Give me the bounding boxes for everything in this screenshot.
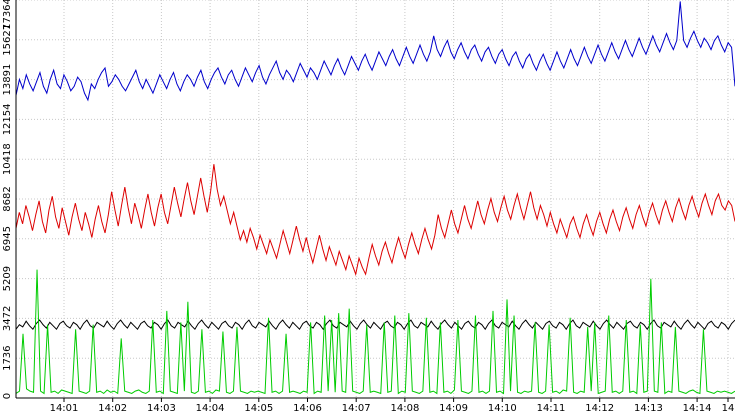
series-lines — [15, 1, 735, 395]
y-tick-label: 13891 — [2, 64, 13, 96]
x-tick-label: 14:04 — [196, 403, 225, 414]
x-tick-label: 14:01 — [50, 403, 79, 414]
x-tick-label: 14:07 — [342, 403, 371, 414]
y-tick-label: 17364 — [2, 0, 13, 30]
y-tick-label: 8682 — [2, 186, 13, 211]
grid — [16, 0, 735, 399]
x-tick-label: 14:14 — [683, 403, 712, 414]
y-tick-labels: 0 1736 3472 5209 6945 8682 10418 12154 13891 1562… — [2, 0, 13, 399]
x-tick-labels: 14:01 14:02 14:03 14:04 14:05 14:06 14:07 14:08… — [50, 398, 735, 414]
x-tick-label: 14:03 — [147, 403, 176, 414]
axes — [15, 0, 735, 399]
y-tick-label: 5209 — [2, 266, 13, 291]
y-tick-label: 0 — [2, 393, 13, 399]
y-tick-label: 3472 — [2, 306, 13, 331]
y-tick-label: 6945 — [2, 226, 13, 251]
x-tick-label: 14:09 — [439, 403, 468, 414]
y-tick-label: 15627 — [2, 24, 13, 56]
x-tick-label: 14:11 — [537, 403, 566, 414]
y-tick-label: 12154 — [2, 103, 13, 135]
x-tick-label: 14:12 — [585, 403, 614, 414]
x-tick-label: 14 — [722, 403, 735, 414]
x-tick-label: 14:08 — [390, 403, 419, 414]
x-tick-label: 14:02 — [98, 403, 127, 414]
x-tick-label: 14:10 — [488, 403, 517, 414]
series-line-2 — [15, 319, 735, 331]
series-line-0 — [15, 1, 735, 102]
y-tick-label: 10418 — [2, 143, 13, 175]
series-line-3 — [15, 269, 735, 395]
x-tick-label: 14:06 — [293, 403, 322, 414]
x-tick-label: 14:13 — [634, 403, 663, 414]
x-tick-label: 14:05 — [244, 403, 273, 414]
series-line-1 — [15, 164, 735, 277]
y-tick-label: 1736 — [2, 345, 13, 370]
